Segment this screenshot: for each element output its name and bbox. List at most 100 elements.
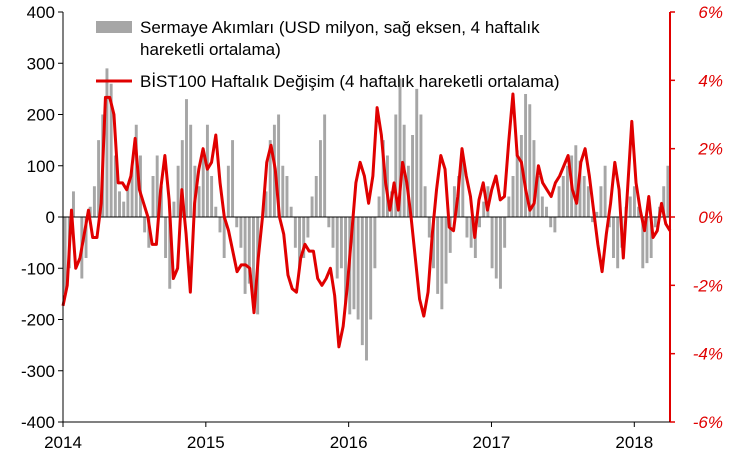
left-tick-label: -400 [21,413,55,432]
capital-flow-bar [540,196,544,217]
capital-flow-bar [515,150,519,218]
capital-flow-bar [532,140,536,218]
capital-flow-bar [302,217,306,258]
capital-flow-bar [461,155,465,217]
legend-line-label: BİST100 Haftalık Değişim (4 haftalık har… [140,72,560,91]
capital-flow-bar [637,206,641,217]
capital-flow-bar [252,217,255,305]
capital-flow-bar [247,217,251,284]
bottom-tick-label: 2018 [615,433,653,452]
capital-flow-bar [653,217,657,228]
capital-flow-bar [603,165,607,217]
capital-flow-bar [419,114,423,217]
capital-flow-bar [331,217,335,248]
capital-flow-bar [662,186,666,217]
capital-flow-bar [549,217,553,228]
capital-flow-bar [498,217,502,289]
capital-flow-bar [645,217,649,264]
capital-flow-bar [377,196,381,217]
capital-flow-bar [168,217,172,289]
capital-flow-bar [122,201,126,218]
bottom-tick-label: 2016 [330,433,368,452]
right-tick-label: -2% [693,276,723,295]
capital-flow-bar [306,217,310,238]
capital-flow-bar [151,176,155,217]
capital-flow-bar [616,217,620,269]
capital-flow-bar [519,135,523,217]
capital-flow-bar [356,217,360,320]
left-tick-label: 200 [27,106,55,125]
capital-flow-bar [360,217,364,346]
capital-flow-bar [143,217,147,233]
bist100-line [61,92,672,349]
capital-flow-bar [536,176,540,217]
capital-flow-bar [164,217,168,258]
right-tick-label: 0% [698,208,723,227]
capital-flow-bar [335,217,339,279]
left-tick-label: 0 [46,208,55,227]
capital-flow-bar [298,217,301,269]
capital-flow-bar [268,140,272,218]
capital-flow-bar [427,217,431,238]
left-tick-label: -200 [21,311,55,330]
capital-flow-bar [369,217,373,320]
capital-flow-bar [109,83,113,217]
legend-bar-swatch [96,21,132,33]
bottom-tick-label: 2014 [44,433,82,452]
capital-flow-bar [72,191,75,218]
capital-flow-bar [465,217,469,238]
capital-flow-bar [490,217,494,269]
capital-flow-bar [578,160,582,218]
capital-flow-bar [398,78,402,218]
capital-flow-bar [185,99,188,218]
legend: Sermaye Akımları (USD milyon, sağ eksen,… [96,18,560,91]
right-tick-label: -4% [693,345,723,364]
capital-flow-bar [264,191,268,218]
capital-flow-bar [444,217,448,284]
capital-flow-bar [235,217,239,228]
capital-flow-bar [586,186,590,217]
capital-flow-bar [649,217,653,258]
capital-flow-bar [436,217,440,294]
capital-flow-bar [226,165,230,217]
capital-flow-bar [599,186,603,217]
capital-flow-bar [63,217,67,294]
capital-flow-bar [159,186,163,217]
capital-flows-bars [63,68,670,361]
capital-flow-bar [632,186,636,217]
capital-flow-bar [574,145,578,217]
left-tick-label: 300 [27,54,55,73]
capital-flow-bar [557,186,561,217]
capital-flow-bar [210,176,214,217]
capital-flow-bar [511,176,515,217]
capital-flow-bar [289,206,293,217]
capital-flow-bar [595,211,599,217]
capital-flow-bar [318,140,322,218]
right-tick-label: 6% [698,3,723,22]
capital-flow-bar [448,217,452,253]
capital-flow-bar [293,217,297,248]
capital-flow-bar [239,217,243,248]
capital-flow-bar [565,165,569,217]
capital-flow-bar [628,196,632,217]
capital-flow-bar [113,155,117,217]
capital-flow-bar [339,217,343,269]
capital-flow-bar [503,217,507,248]
bottom-tick-label: 2017 [473,433,511,452]
capital-flow-bar [97,140,101,218]
capital-flow-bar [394,114,398,217]
capital-flow-bar [365,217,368,361]
capital-flow-bar [310,196,314,217]
capital-flow-bar [285,176,289,217]
bist100-line-series [61,92,672,349]
capital-flow-bar [381,140,385,218]
capital-flow-bar [327,217,331,228]
capital-flow-bar [524,94,528,217]
right-tick-label: 2% [697,140,723,159]
capital-flow-bar [582,176,586,217]
capital-flow-bar [205,124,209,217]
capital-flow-bar [134,124,138,217]
legend-bar-label-line2: hareketli ortalama) [140,40,281,59]
capital-flow-bar [172,201,176,218]
